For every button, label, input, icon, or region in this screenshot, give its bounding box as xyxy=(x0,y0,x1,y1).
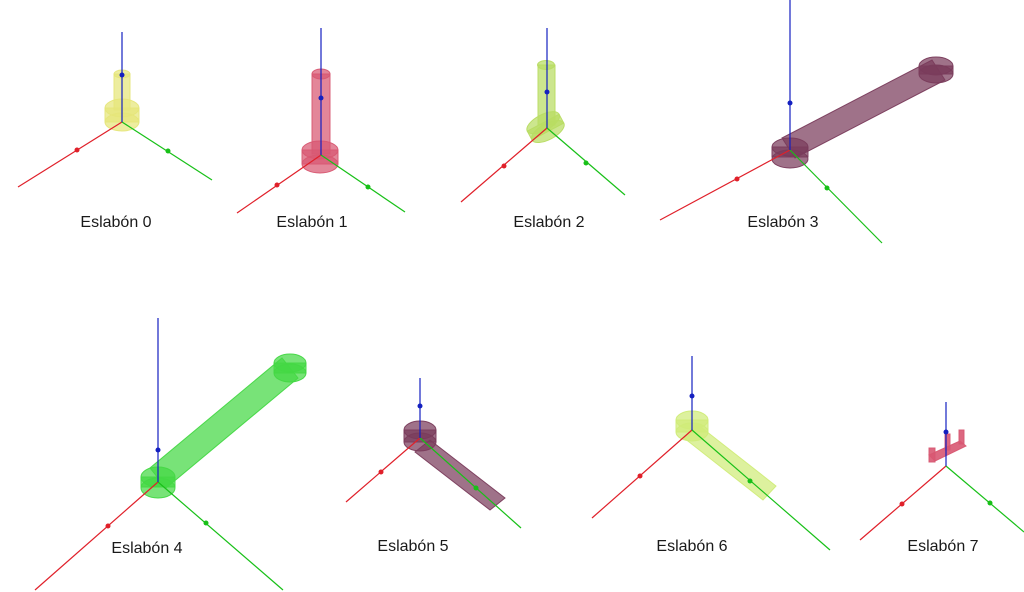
link-6-body xyxy=(675,410,777,501)
link-5-axis-y xyxy=(419,437,522,529)
link-4-figure: Eslabón 4 xyxy=(34,318,307,591)
link-4-label: Eslabón 4 xyxy=(111,540,182,557)
link-5-figure: Eslabón 5 xyxy=(345,378,522,555)
link-6-figure: Eslabón 6 xyxy=(591,356,831,555)
link-2-body xyxy=(526,60,565,144)
link-6-axis-x xyxy=(591,429,693,519)
link-3-body xyxy=(771,56,954,169)
link-1-axis-y xyxy=(320,154,406,213)
link-5-axis-x xyxy=(345,437,421,503)
link-3-figure: Eslabón 3 xyxy=(659,0,954,244)
link-1-figure: Eslabón 1 xyxy=(236,28,406,231)
link-1-body xyxy=(301,68,339,174)
link-0-label: Eslabón 0 xyxy=(80,214,151,231)
link-0-axis-x xyxy=(17,121,123,188)
link-0-figure: Eslabón 0 xyxy=(17,32,213,231)
link-3-axis-y xyxy=(789,149,883,244)
link-3-axis-x xyxy=(659,149,791,221)
link-1-label: Eslabón 1 xyxy=(276,214,347,231)
link-4-axis-x xyxy=(34,481,159,591)
link-2-figure: Eslabón 2 xyxy=(460,28,626,231)
link-7-body xyxy=(928,429,967,463)
link-7-figure: Eslabón 7 xyxy=(859,402,1024,555)
link-7-axis-y xyxy=(945,465,1024,533)
link-3-label: Eslabón 3 xyxy=(747,214,818,231)
link-4-body xyxy=(140,353,307,499)
link-2-label: Eslabón 2 xyxy=(513,214,584,231)
link-5-label: Eslabón 5 xyxy=(377,538,448,555)
link-6-axis-y xyxy=(691,429,831,551)
link-4-axis-y xyxy=(157,481,284,591)
link-5-body xyxy=(403,420,506,511)
link-7-label: Eslabón 7 xyxy=(907,538,978,555)
link-6-label: Eslabón 6 xyxy=(656,538,727,555)
